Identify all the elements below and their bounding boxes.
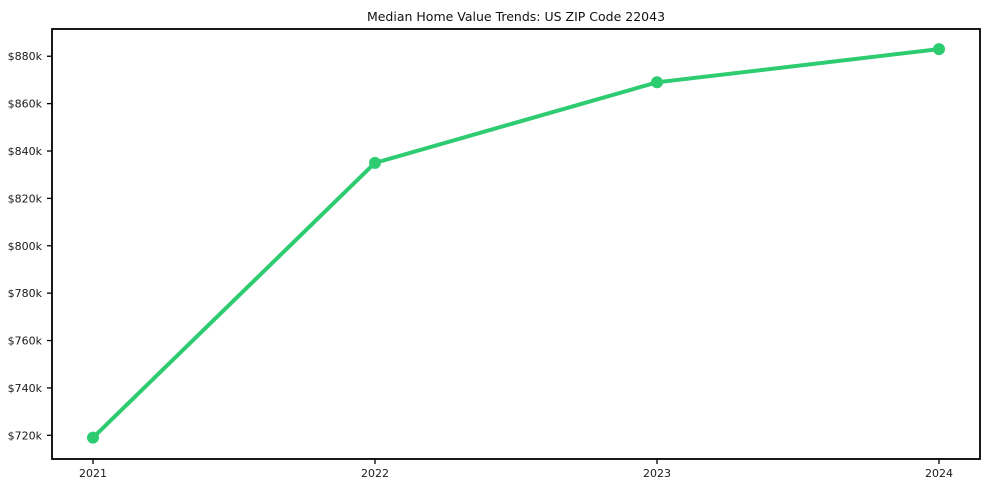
data-series xyxy=(87,43,945,444)
x-tick-label: 2023 xyxy=(643,467,671,480)
chart-title: Median Home Value Trends: US ZIP Code 22… xyxy=(367,9,665,24)
y-tick-label: $780k xyxy=(8,287,43,300)
y-tick-label: $760k xyxy=(8,335,43,348)
series-line xyxy=(91,47,941,440)
data-point xyxy=(651,76,663,89)
y-tick-label: $800k xyxy=(8,240,43,253)
y-axis: $720k $740k $760k $780k $800k $820k $840k $860k… xyxy=(8,50,52,442)
y-tick-label: $820k xyxy=(8,192,43,205)
data-point xyxy=(933,43,945,56)
x-tick-label: 2022 xyxy=(361,467,389,480)
plot-area-frame xyxy=(51,28,981,460)
x-axis: 2021 2022 2023 2024 xyxy=(79,459,953,480)
x-tick-label: 2024 xyxy=(925,467,953,480)
x-tick-label: 2021 xyxy=(79,467,107,480)
y-tick-label: $720k xyxy=(8,429,43,442)
data-point xyxy=(369,156,381,169)
data-point xyxy=(87,431,99,444)
y-tick-label: $840k xyxy=(8,145,43,158)
y-tick-label: $740k xyxy=(8,382,43,395)
y-tick-label: $880k xyxy=(8,50,43,63)
y-tick-label: $860k xyxy=(8,98,43,111)
